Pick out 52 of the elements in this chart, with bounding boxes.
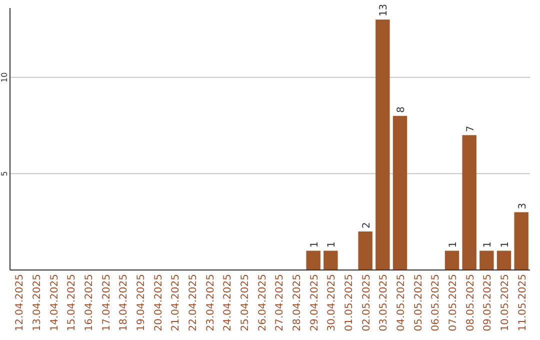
x-tick-label: 01.05.2025 <box>344 274 355 332</box>
x-tick-label: 06.05.2025 <box>430 274 442 332</box>
data-label: 1 <box>500 241 511 248</box>
data-label: 2 <box>361 222 372 228</box>
x-tick-label: 16.04.2025 <box>84 274 95 332</box>
x-tick-label: 19.04.2025 <box>136 274 147 332</box>
data-label: 1 <box>482 241 494 248</box>
x-tick-label: 22.04.2025 <box>188 274 199 332</box>
data-label: 7 <box>465 126 476 132</box>
x-tick-label: 29.04.2025 <box>309 274 320 332</box>
data-label: 13 <box>378 4 390 17</box>
x-tick-label: 07.05.2025 <box>448 274 459 332</box>
x-tick-label: 17.04.2025 <box>101 274 112 332</box>
x-tick-label: 13.04.2025 <box>32 274 43 332</box>
data-label: 1 <box>326 241 338 248</box>
bar <box>462 135 476 270</box>
x-tick-label: 20.04.2025 <box>153 274 164 332</box>
bar <box>480 250 494 270</box>
x-tick-label: 30.04.2025 <box>326 274 338 332</box>
data-label: 1 <box>448 241 459 248</box>
x-tick-label: 11.05.2025 <box>517 274 528 332</box>
x-tick-label: 15.04.2025 <box>66 274 78 332</box>
bar <box>358 231 372 270</box>
data-label: 8 <box>396 106 407 113</box>
x-tick-label: 26.04.2025 <box>257 274 268 332</box>
bar <box>324 250 338 270</box>
data-label: 1 <box>309 241 320 248</box>
x-tick-label: 28.04.2025 <box>292 274 303 332</box>
x-tick-label: 21.04.2025 <box>170 274 182 332</box>
bar <box>514 212 528 270</box>
x-tick-label: 05.05.2025 <box>413 274 424 332</box>
x-tick-label: 23.04.2025 <box>205 274 216 332</box>
bar <box>306 250 320 270</box>
x-tick-label: 03.05.2025 <box>378 274 390 332</box>
data-label: 3 <box>517 202 528 210</box>
y-tick-label: 10 <box>0 72 9 82</box>
x-tick-label: 02.05.2025 <box>361 274 372 332</box>
x-tick-label: 14.04.2025 <box>49 274 60 332</box>
x-tick-label: 27.04.2025 <box>274 274 286 332</box>
x-tick-label: 09.05.2025 <box>482 274 494 332</box>
bar <box>376 20 390 270</box>
x-tick-label: 10.05.2025 <box>500 274 511 332</box>
x-tick-label: 08.05.2025 <box>465 274 476 332</box>
y-tick-label: 5 <box>0 171 9 176</box>
x-tick-label: 04.05.2025 <box>396 274 407 332</box>
x-tick-label: 24.04.2025 <box>222 274 234 332</box>
x-tick-label: 25.04.2025 <box>240 274 251 332</box>
bar <box>392 116 408 270</box>
bar <box>496 250 512 270</box>
x-tick-label: 12.04.2025 <box>14 274 26 332</box>
x-tick-label: 18.04.2025 <box>118 274 130 332</box>
bar <box>444 250 460 270</box>
